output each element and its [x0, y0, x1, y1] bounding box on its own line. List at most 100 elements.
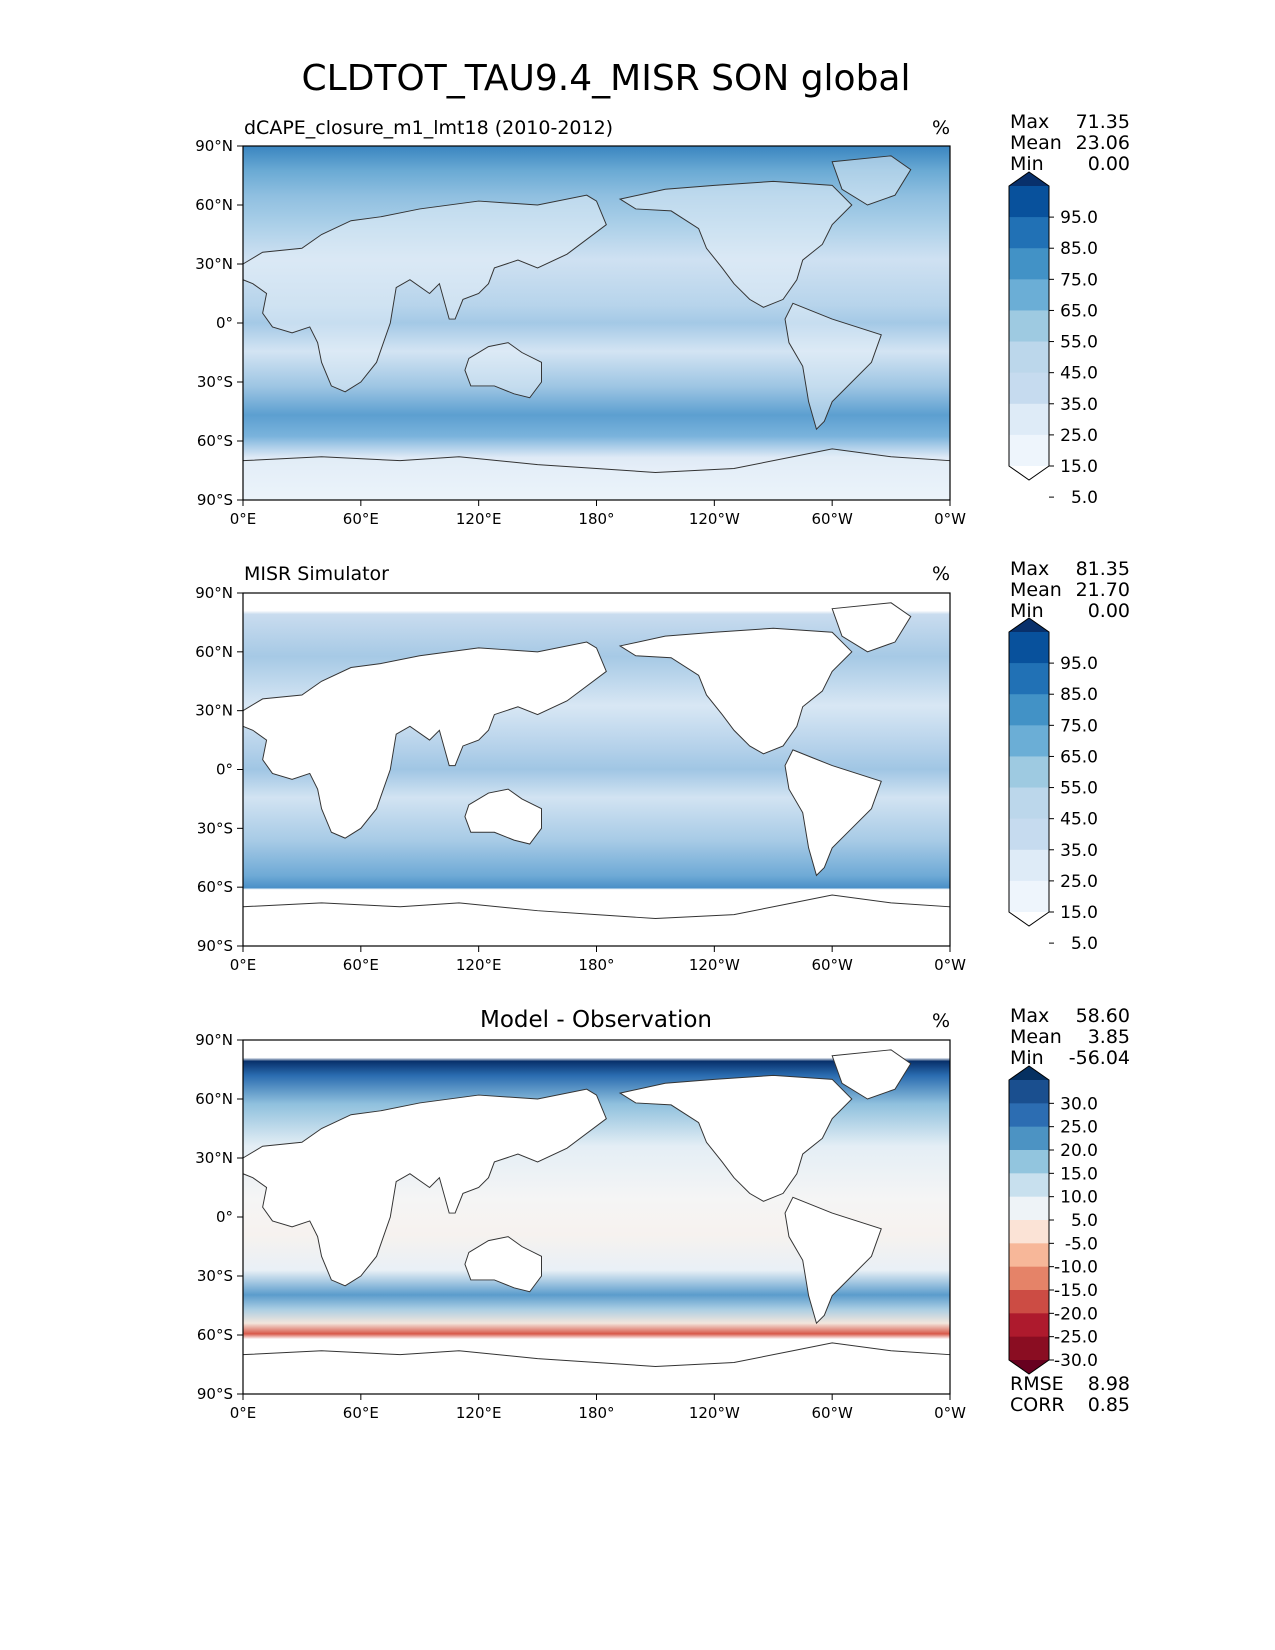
- y-tick-label: 90°S: [197, 1385, 233, 1403]
- colorbar-segment: [1009, 372, 1049, 405]
- extra-stats: RMSE 8.98 CORR 0.85: [1010, 1373, 1130, 1416]
- colorbar-tick-label: 15.0: [1060, 903, 1098, 923]
- colorbar-segment: [1009, 310, 1049, 343]
- stat-value: 81.35: [1076, 558, 1130, 580]
- y-ticks: 90°N 60°N 30°N 0° 30°S 60°S 90°S: [195, 137, 243, 509]
- y-tick-label: 90°N: [195, 1031, 233, 1049]
- stats-block: Max 71.35 Mean 23.06 Min 0.00: [1010, 111, 1130, 175]
- stat-label: Mean: [1010, 132, 1062, 154]
- x-tick-label: 60°E: [343, 1404, 379, 1422]
- colorbar-tick-label: 75.0: [1060, 716, 1098, 736]
- x-tick-label: 0°W: [934, 1404, 966, 1422]
- colorbar-tick-label: 35.0: [1060, 841, 1098, 861]
- stat-label: Min: [1010, 1047, 1044, 1069]
- y-tick-label: 90°S: [197, 937, 233, 955]
- x-tick-label: 0°W: [934, 956, 966, 974]
- x-tick-label: 60°E: [343, 510, 379, 528]
- colorbar-segment: [1009, 1243, 1049, 1268]
- colorbar-extend-bottom: [1009, 1360, 1049, 1374]
- stat-label: RMSE: [1010, 1373, 1064, 1395]
- stat-label: Min: [1010, 600, 1044, 622]
- colorbar-segment: [1009, 1103, 1049, 1128]
- colorbar-segment: [1009, 1313, 1049, 1338]
- colorbar-segment: [1009, 248, 1049, 280]
- y-tick-label: 0°: [216, 761, 233, 779]
- map-field: [242, 1040, 951, 1395]
- y-ticks: 90°N 60°N 30°N 0° 30°S 60°S 90°S: [195, 584, 243, 955]
- colorbar-tick-label: 85.0: [1060, 239, 1098, 259]
- colorbar: 95.0 85.0 75.0 65.0 55.0 45.0 35.0 25.0 15.0 5.0: [1008, 617, 1098, 954]
- colorbar-extend-top: [1009, 1066, 1049, 1080]
- colorbar-extend-top: [1009, 172, 1049, 186]
- map-field: [242, 593, 951, 947]
- stat-value: 8.98: [1088, 1373, 1130, 1395]
- colorbar-tick-label: 45.0: [1060, 810, 1098, 830]
- x-ticks: 0°E 60°E 120°E 180° 120°W 60°W 0°W: [230, 946, 966, 974]
- colorbar-segment: [1009, 279, 1049, 311]
- colorbar-tick-label: 55.0: [1060, 333, 1098, 353]
- colorbar-segment: [1009, 818, 1049, 851]
- colorbar-segment: [1009, 434, 1049, 467]
- x-tick-label: 180°: [578, 1404, 614, 1422]
- colorbar-segment: [1009, 694, 1049, 726]
- colorbar-segment: [1009, 1336, 1049, 1361]
- stat-label: Mean: [1010, 1026, 1062, 1048]
- stats-block: Max 81.35 Mean 21.70 Min 0.00: [1010, 558, 1130, 622]
- x-tick-label: 0°E: [230, 956, 257, 974]
- colorbar-tick-label: -25.0: [1054, 1328, 1098, 1348]
- x-tick-label: 120°E: [456, 956, 502, 974]
- colorbar: 95.0 85.0 75.0 65.0 55.0 45.0 35.0 25.0 15.0 5.0: [1008, 171, 1098, 508]
- x-tick-label: 120°E: [456, 1404, 502, 1422]
- colorbar-tick-label: 5.0: [1071, 1211, 1098, 1231]
- x-tick-label: 120°W: [689, 510, 740, 528]
- colorbar-tick-label: 75.0: [1060, 270, 1098, 290]
- colorbar: 30.0 25.0 20.0 15.0 10.0 5.0 -5.0 -10.0 -15.0 -20…: [1008, 1065, 1098, 1375]
- map-field: [242, 146, 951, 501]
- colorbar-segment: [1009, 1290, 1049, 1314]
- figure-title: CLDTOT_TAU9.4_MISR SON global: [302, 58, 911, 99]
- stat-value: 3.85: [1088, 1026, 1130, 1048]
- stat-value: 23.06: [1076, 132, 1130, 154]
- colorbar-tick-label: 85.0: [1060, 685, 1098, 705]
- colorbar-segment: [1009, 217, 1049, 249]
- stat-label: Mean: [1010, 579, 1062, 601]
- units-label: %: [932, 117, 950, 139]
- colorbar-tick-label: 5.0: [1071, 488, 1098, 508]
- units-label: %: [932, 563, 950, 585]
- y-tick-label: 30°S: [197, 819, 233, 837]
- x-tick-label: 180°: [578, 510, 614, 528]
- stat-value: 0.00: [1088, 153, 1130, 175]
- colorbar-tick-label: 10.0: [1060, 1188, 1098, 1208]
- panel-title: dCAPE_closure_m1_lmt18 (2010-2012): [244, 117, 613, 139]
- y-tick-label: 0°: [216, 314, 233, 332]
- y-tick-label: 90°N: [195, 584, 233, 602]
- colorbar-segment: [1009, 341, 1049, 374]
- x-tick-label: 60°W: [811, 510, 853, 528]
- panel-diff: Model - Observation % 0°E 60°E 120°E 180° 12…: [195, 1005, 1130, 1422]
- colorbar-tick-label: 30.0: [1060, 1094, 1098, 1114]
- y-tick-label: 60°S: [197, 1326, 233, 1344]
- y-tick-label: 0°: [216, 1208, 233, 1226]
- colorbar-tick-label: 65.0: [1060, 747, 1098, 767]
- stat-label: Max: [1010, 111, 1049, 133]
- colorbar-segment: [1009, 1196, 1049, 1221]
- y-tick-label: 60°N: [195, 643, 233, 661]
- colorbar-segment: [1009, 403, 1049, 436]
- panel-title: MISR Simulator: [244, 563, 389, 585]
- y-tick-label: 90°S: [197, 491, 233, 509]
- panel-model: dCAPE_closure_m1_lmt18 (2010-2012) % 0°E…: [195, 111, 1130, 528]
- stat-value: 71.35: [1076, 111, 1130, 133]
- colorbar-segment: [1009, 880, 1049, 913]
- x-tick-label: 120°E: [456, 510, 502, 528]
- colorbar-tick-label: 65.0: [1060, 301, 1098, 321]
- y-tick-label: 60°S: [197, 432, 233, 450]
- stat-label: Max: [1010, 558, 1049, 580]
- y-tick-label: 30°S: [197, 1267, 233, 1285]
- colorbar-segment: [1009, 1080, 1049, 1104]
- colorbar-segment: [1009, 1173, 1049, 1198]
- colorbar-extend-bottom: [1009, 466, 1049, 480]
- colorbar-segment: [1009, 849, 1049, 882]
- stat-label: Min: [1010, 153, 1044, 175]
- colorbar-segment: [1009, 1266, 1049, 1291]
- units-label: %: [932, 1010, 950, 1032]
